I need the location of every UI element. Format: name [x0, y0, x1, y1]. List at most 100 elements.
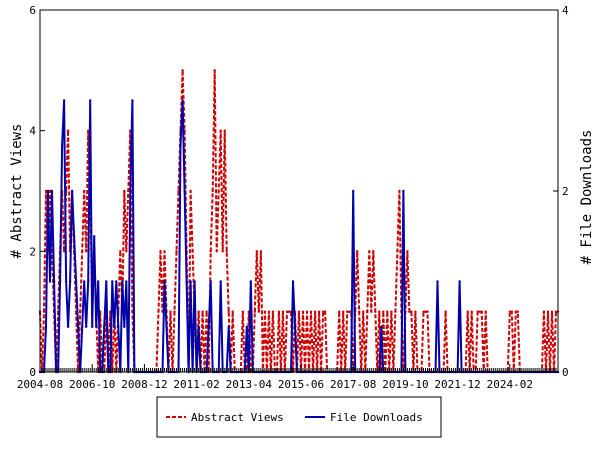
- data-point-file-downloads: [70, 189, 74, 193]
- data-point-abstract-views: [209, 250, 212, 253]
- data-point-file-downloads: [436, 280, 439, 283]
- data-point-file-downloads: [48, 280, 52, 283]
- data-point-abstract-views: [370, 310, 373, 313]
- series-layer: [38, 69, 560, 374]
- data-point-abstract-views: [514, 310, 517, 313]
- data-point-abstract-views: [362, 310, 365, 313]
- left-tick-label: 4: [29, 125, 36, 138]
- data-point-file-downloads: [131, 99, 134, 102]
- data-point-abstract-views: [378, 310, 381, 313]
- data-point-abstract-views: [478, 310, 481, 313]
- data-point-file-downloads: [183, 189, 186, 193]
- right-tick-label: 2: [562, 185, 569, 198]
- data-point-file-downloads: [105, 280, 108, 283]
- data-point-abstract-views: [426, 310, 429, 313]
- data-point-abstract-views: [223, 129, 226, 132]
- data-point-abstract-views: [42, 310, 46, 313]
- data-point-file-downloads: [219, 280, 222, 283]
- data-point-abstract-views: [476, 310, 479, 313]
- data-point-abstract-views: [259, 250, 263, 253]
- x-tick-label: 2024-02: [487, 378, 533, 391]
- x-tick-label: 2013-04: [226, 378, 273, 391]
- data-point-file-downloads: [197, 325, 200, 328]
- data-point-abstract-views: [382, 310, 385, 313]
- data-point-file-downloads: [95, 325, 98, 328]
- legend-label-file-downloads: File Downloads: [330, 411, 423, 424]
- data-point-abstract-views: [297, 310, 301, 313]
- x-tick-label: 2004-08: [17, 378, 63, 391]
- data-point-abstract-views: [87, 129, 90, 132]
- data-point-file-downloads: [207, 325, 210, 328]
- data-point-abstract-views: [231, 310, 234, 313]
- data-point-abstract-views: [119, 250, 122, 253]
- data-point-abstract-views: [366, 310, 369, 313]
- data-point-abstract-views: [44, 189, 48, 193]
- data-point-abstract-views: [48, 189, 52, 193]
- data-point-abstract-views: [374, 310, 377, 313]
- data-point-abstract-views: [323, 310, 327, 313]
- data-point-file-downloads: [117, 325, 120, 328]
- data-point-file-downloads: [93, 235, 96, 238]
- data-point-abstract-views: [189, 189, 192, 193]
- data-point-abstract-views: [123, 189, 126, 193]
- data-point-file-downloads: [66, 325, 70, 328]
- data-point-file-downloads: [76, 325, 80, 328]
- data-point-file-downloads: [68, 280, 72, 283]
- data-point-file-downloads: [227, 325, 230, 328]
- data-point-abstract-views: [422, 310, 425, 313]
- data-point-file-downloads: [72, 235, 76, 238]
- data-point-file-downloads: [458, 280, 461, 283]
- x-axis: 2004-08 2006-10 2008-12 2011-02 2013-04 2015-…: [17, 364, 559, 391]
- data-point-file-downloads: [163, 280, 166, 283]
- data-point-abstract-views: [386, 310, 389, 313]
- data-point-file-downloads: [81, 325, 84, 328]
- data-point-abstract-views: [191, 250, 194, 253]
- data-point-abstract-views: [368, 250, 371, 253]
- data-point-abstract-views: [390, 310, 393, 313]
- data-point-abstract-views: [313, 310, 317, 313]
- data-point-file-downloads: [380, 325, 383, 328]
- x-tick-label: 2017-08: [330, 378, 376, 391]
- data-point-file-downloads: [46, 189, 50, 193]
- x-tick-label: 2019-10: [382, 378, 428, 391]
- data-point-file-downloads: [209, 280, 212, 283]
- data-point-abstract-views: [85, 250, 88, 253]
- data-point-abstract-views: [127, 189, 130, 193]
- data-point-file-downloads: [113, 325, 116, 328]
- data-point-abstract-views: [227, 310, 230, 313]
- data-point-file-downloads: [52, 280, 56, 283]
- data-point-abstract-views: [508, 310, 511, 313]
- data-point-abstract-views: [66, 129, 70, 132]
- data-point-abstract-views: [466, 310, 469, 313]
- left-tick-label: 0: [29, 366, 36, 379]
- data-point-file-downloads: [181, 99, 184, 102]
- data-point-abstract-views: [125, 250, 128, 253]
- data-point-file-downloads: [91, 325, 94, 328]
- right-axis: 0 2 4: [553, 4, 569, 379]
- x-tick-label: 2011-02: [173, 378, 219, 391]
- data-point-abstract-views: [372, 250, 375, 253]
- data-point-abstract-views: [342, 310, 345, 313]
- data-point-abstract-views: [257, 310, 260, 313]
- x-tick-label: 2008-12: [121, 378, 167, 391]
- data-point-abstract-views: [175, 250, 178, 253]
- data-point-abstract-views: [346, 310, 349, 313]
- x-tick-label: 2021-12: [434, 378, 480, 391]
- data-point-file-downloads: [44, 325, 48, 328]
- data-point-abstract-views: [81, 250, 84, 253]
- data-point-abstract-views: [406, 250, 409, 253]
- legend-box: [156, 396, 442, 438]
- data-point-abstract-views: [281, 310, 285, 313]
- data-point-file-downloads: [50, 189, 54, 193]
- data-point-abstract-views: [219, 129, 222, 132]
- data-point-file-downloads: [85, 325, 88, 328]
- data-point-abstract-views: [62, 250, 66, 253]
- left-tick-label: 2: [29, 245, 36, 258]
- data-point-abstract-views: [317, 310, 321, 313]
- data-point-abstract-views: [414, 310, 417, 313]
- data-point-abstract-views: [263, 310, 267, 313]
- data-point-file-downloads: [64, 280, 68, 283]
- data-point-abstract-views: [516, 310, 519, 313]
- data-point-abstract-views: [470, 310, 473, 313]
